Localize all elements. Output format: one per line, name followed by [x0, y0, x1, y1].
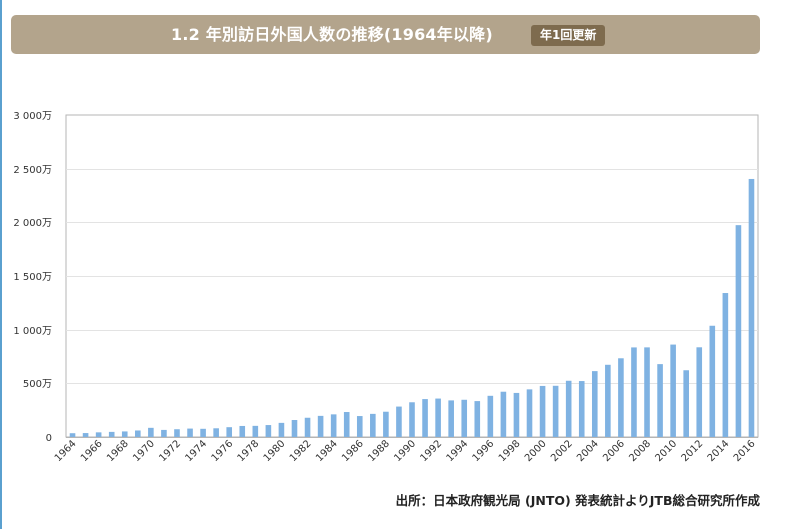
y-tick-label: 500万: [23, 379, 52, 390]
bar: [709, 325, 716, 437]
bar: [670, 344, 676, 437]
bar: [108, 431, 115, 437]
y-tick-label: 1 000万: [13, 326, 52, 337]
source-note: 出所：日本政府観光局 (JNTO) 発表統計よりJTB総合研究所作成: [395, 493, 760, 508]
x-tick-label: 1988: [366, 438, 392, 464]
bar: [187, 428, 193, 437]
bar: [474, 401, 481, 437]
x-tick-label: 1998: [497, 438, 523, 464]
bar: [722, 293, 729, 437]
x-tick-label: 2006: [601, 438, 627, 464]
section-title: 1.2 年別訪日外国人数の推移(1964年以降): [171, 25, 493, 44]
bar: [200, 428, 206, 437]
bar: [174, 429, 180, 437]
x-tick-label: 1992: [418, 438, 444, 464]
bar: [135, 430, 141, 437]
x-tick-label: 1968: [105, 438, 131, 464]
bar: [513, 392, 520, 437]
bar: [409, 402, 415, 437]
bar: [213, 428, 219, 437]
bar: [239, 425, 246, 437]
x-tick-label: 1970: [131, 438, 157, 464]
bar: [605, 364, 611, 437]
bar: [683, 370, 689, 437]
x-tick-label: 1980: [262, 438, 288, 464]
y-tick-label: 1 500万: [13, 272, 52, 283]
bar: [121, 431, 128, 437]
bar: [735, 225, 742, 437]
x-tick-label: 2000: [523, 438, 549, 464]
x-tick-label: 2012: [680, 438, 706, 464]
bar: [69, 433, 76, 437]
bar: [383, 411, 389, 437]
bar: [82, 433, 89, 437]
x-tick-label: 1982: [288, 438, 314, 464]
section-header: 1.2 年別訪日外国人数の推移(1964年以降) 年1回更新: [11, 15, 760, 54]
bar: [578, 381, 585, 437]
bar: [252, 425, 259, 437]
x-tick-label: 1964: [53, 438, 79, 464]
bar: [161, 429, 167, 437]
bar: [631, 347, 637, 437]
bar: [330, 414, 337, 437]
x-tick-label: 2004: [575, 438, 601, 464]
y-tick-label: 3 000万: [13, 111, 52, 122]
bar: [657, 364, 663, 437]
bar: [356, 416, 363, 437]
bar: [448, 400, 454, 437]
bar: [487, 395, 494, 437]
bar: [591, 371, 598, 437]
bar: [748, 178, 755, 437]
bar: [552, 385, 559, 437]
bar: [370, 413, 376, 437]
x-tick-label: 1978: [236, 438, 262, 464]
x-tick-label: 2008: [627, 438, 653, 464]
x-tick-label: 1990: [392, 438, 418, 464]
bar: [696, 347, 703, 437]
bar: [343, 412, 350, 437]
bar: [265, 425, 272, 437]
x-tick-label: 1974: [183, 438, 209, 464]
bar: [422, 399, 428, 437]
bar: [526, 389, 533, 437]
bar: [500, 391, 507, 437]
bar: [644, 347, 650, 437]
y-tick-label: 2 000万: [13, 218, 52, 229]
x-tick-label: 1996: [471, 438, 497, 464]
bar: [291, 420, 298, 437]
bar: [278, 422, 285, 437]
bar: [317, 415, 324, 437]
x-tick-label: 1984: [314, 438, 340, 464]
x-tick-label: 2014: [706, 438, 732, 464]
x-tick-label: 1972: [157, 438, 183, 464]
bar: [148, 427, 154, 437]
x-tick-label: 2002: [549, 438, 575, 464]
y-tick-label: 2 500万: [13, 165, 52, 176]
bar: [565, 380, 572, 437]
left-accent-rule: [0, 0, 2, 529]
bar: [304, 417, 311, 437]
bar: [618, 358, 624, 437]
x-tick-label: 1994: [445, 438, 471, 464]
bar: [435, 398, 441, 437]
bar: [539, 385, 546, 437]
x-tick-label: 1966: [79, 438, 105, 464]
bar: [396, 406, 402, 437]
x-tick-label: 2010: [653, 438, 679, 464]
update-frequency-badge: 年1回更新: [531, 25, 606, 46]
bar: [226, 427, 233, 437]
x-tick-label: 1976: [210, 438, 236, 464]
bar: [95, 432, 102, 437]
y-tick-label: 0: [46, 433, 52, 444]
x-tick-label: 1986: [340, 438, 366, 464]
bar: [461, 399, 468, 437]
x-tick-label: 2016: [732, 438, 758, 464]
